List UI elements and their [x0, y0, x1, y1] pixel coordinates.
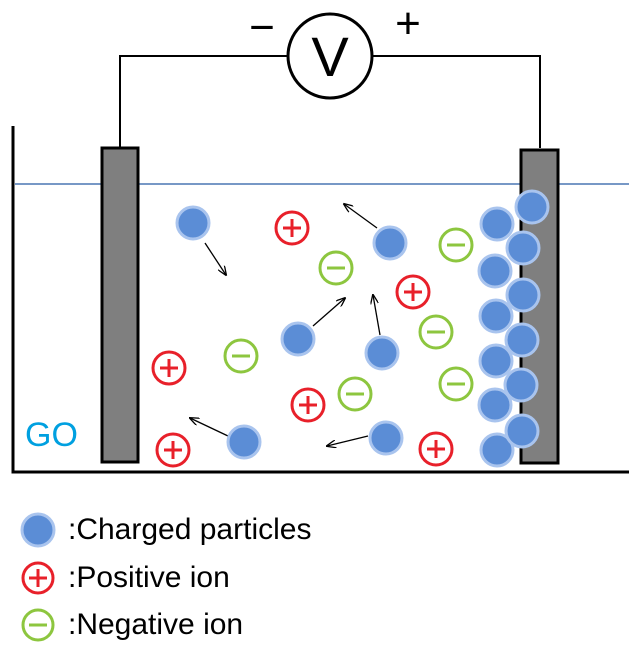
positive-ion — [274, 210, 310, 246]
negative-ion-icon — [21, 608, 55, 642]
motion-arrow — [344, 204, 378, 229]
positive-ion-icon — [21, 561, 55, 595]
negative-ion — [438, 227, 474, 263]
motion-arrow — [190, 418, 229, 437]
deposited-particle — [479, 206, 515, 242]
motion-arrow — [204, 242, 226, 275]
charged-particle — [372, 225, 408, 261]
deposited-particle — [504, 413, 540, 449]
negative-ion — [438, 366, 474, 402]
legend-label: :Charged particles — [68, 513, 312, 546]
electrode-label: GO — [25, 416, 78, 454]
negative-ion — [418, 314, 454, 350]
charged-particle — [368, 420, 404, 456]
deposited-particle — [478, 298, 514, 334]
negative-ions — [223, 227, 474, 412]
negative-ion — [318, 250, 354, 286]
positive-ion — [151, 350, 187, 386]
charged-particle — [226, 424, 262, 460]
deposited-particle — [477, 387, 513, 423]
deposited-particles — [477, 189, 550, 468]
deposited-particle — [504, 322, 540, 358]
negative-ion — [337, 376, 373, 412]
positive-ion — [395, 274, 431, 310]
positive-ion — [418, 431, 454, 467]
minus-terminal-sign: − — [249, 3, 275, 52]
charged-particle — [280, 321, 316, 357]
deposited-particle — [503, 367, 539, 403]
deposited-particle — [505, 230, 541, 266]
left-electrode — [100, 146, 140, 464]
deposited-particle — [477, 253, 513, 289]
negative-ion — [223, 338, 259, 374]
motion-arrows — [190, 204, 381, 446]
plus-terminal-sign: + — [395, 0, 421, 48]
legend-item-positive-ion: :Positive ion — [18, 556, 230, 600]
positive-ions — [151, 210, 454, 468]
charged-particle — [175, 205, 211, 241]
deposited-particle — [479, 432, 515, 468]
circuit-wire — [119, 55, 541, 148]
legend-item-negative-ion: :Negative ion — [18, 603, 243, 647]
charged-particle — [364, 335, 400, 371]
legend-label: :Negative ion — [68, 608, 244, 641]
deposited-particle — [505, 277, 541, 313]
motion-arrow — [312, 298, 345, 327]
voltmeter: V − + — [249, 0, 421, 100]
charged-particles — [175, 205, 408, 460]
voltmeter-circle — [286, 12, 374, 100]
voltmeter-symbol: V — [311, 25, 349, 88]
charged-particle-icon — [20, 512, 56, 548]
positive-ion — [155, 432, 191, 468]
positive-ion — [290, 387, 326, 423]
deposited-particle — [514, 189, 550, 225]
motion-arrow — [373, 295, 381, 336]
deposited-particle — [478, 343, 514, 379]
legend-item-charged-particles: :Charged particles — [18, 508, 311, 552]
motion-arrow — [327, 435, 369, 446]
legend-label: :Positive ion — [68, 561, 230, 594]
container — [11, 126, 629, 474]
